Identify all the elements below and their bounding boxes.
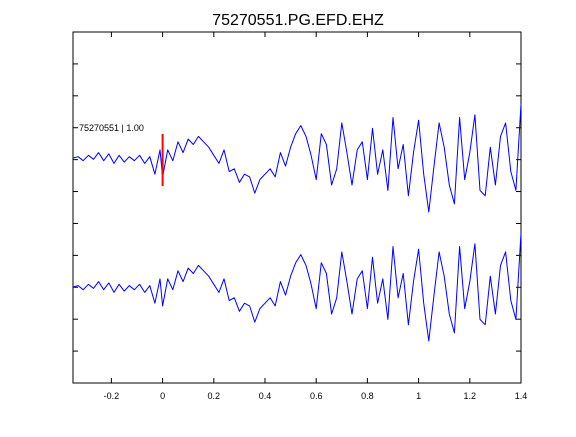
axes-box: [72, 31, 522, 384]
x-tick-label: -0.2: [104, 391, 120, 401]
chart-title: 75270551.PG.EFD.EHZ: [212, 12, 384, 29]
x-tick-group: -0.2 0 0.2 0.4 0.6 0.8 1 1.2 1.4: [104, 32, 528, 401]
x-tick-label: 1.4: [515, 391, 528, 401]
waveform-trace-2: [72, 232, 522, 342]
x-tick-label: 1: [416, 391, 421, 401]
x-tick-label: 1.2: [464, 391, 477, 401]
trace-group: [72, 103, 522, 342]
x-tick-label: 0.8: [361, 391, 374, 401]
waveform-trace-1: [72, 103, 522, 213]
x-tick-label: 0.2: [208, 391, 221, 401]
x-tick-label: 0.4: [259, 391, 272, 401]
y-tick-group: [73, 63, 521, 352]
trace-annotation: 75270551 | 1.00: [79, 123, 144, 133]
x-tick-label: 0.6: [310, 391, 323, 401]
x-tick-label: 0: [160, 391, 165, 401]
